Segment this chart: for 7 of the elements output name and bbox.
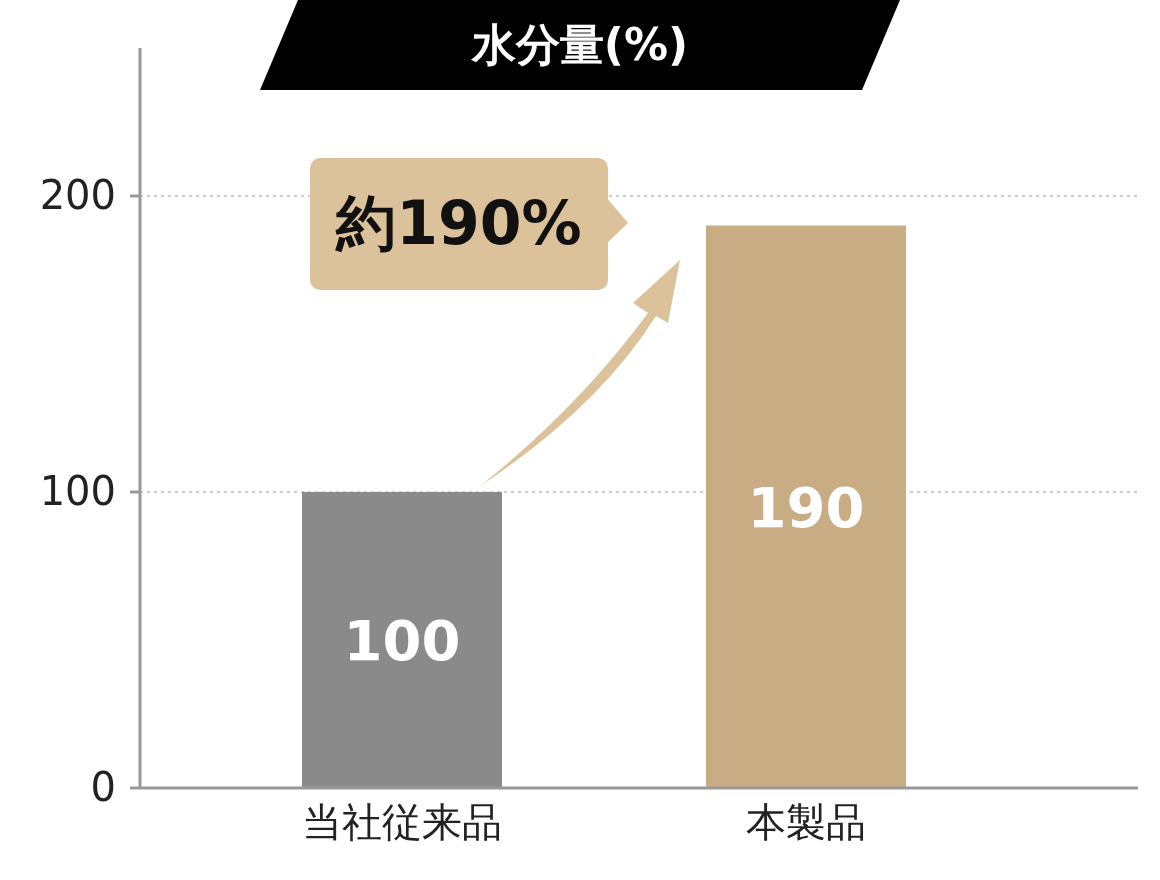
y-tick-label: 0: [90, 764, 116, 810]
y-tick-label: 200: [39, 172, 116, 218]
data-label: 100: [343, 607, 461, 673]
x-tick-label: 本製品: [746, 799, 866, 846]
x-tick-label: 当社従来品: [302, 799, 502, 846]
y-tick-label: 100: [39, 468, 116, 514]
data-label: 190: [747, 474, 865, 540]
